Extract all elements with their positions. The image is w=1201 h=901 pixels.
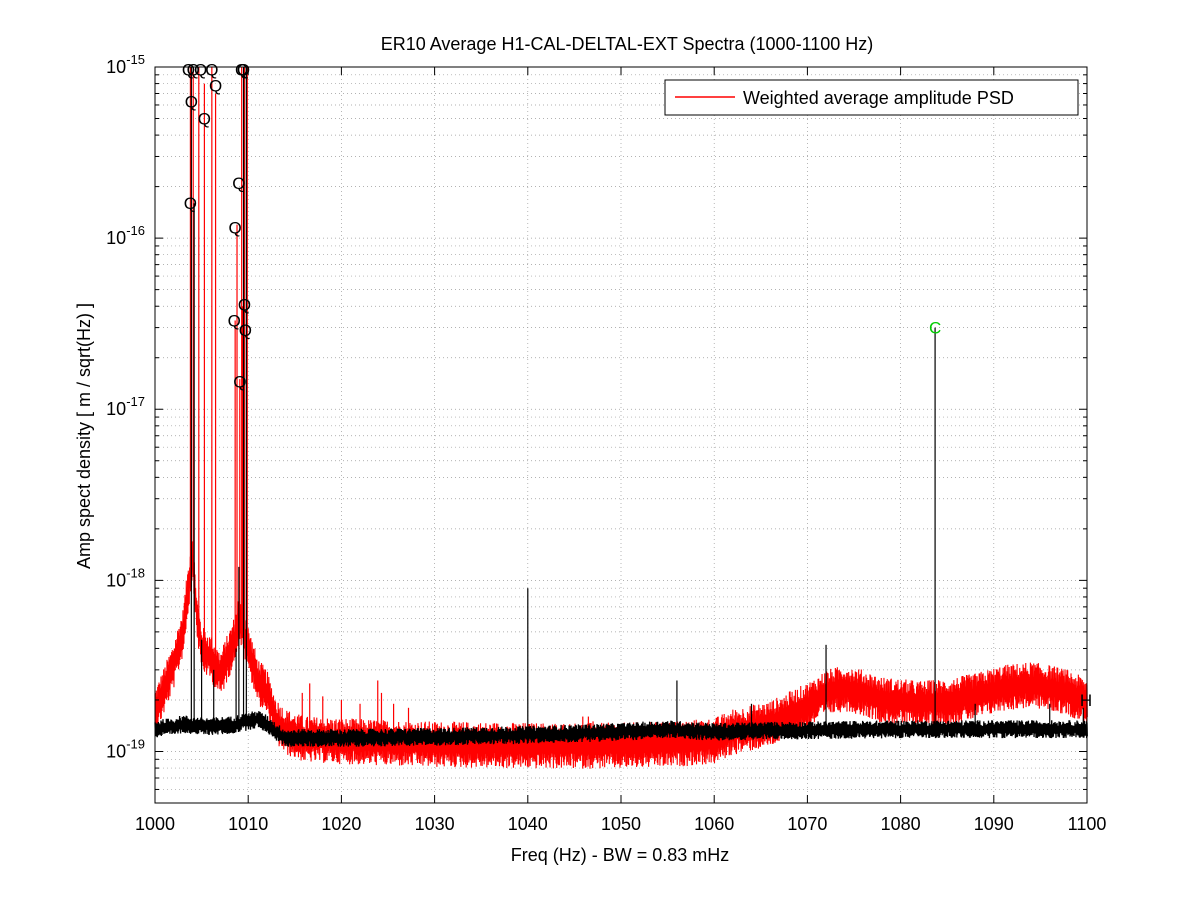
series-1 — [154, 67, 1088, 747]
y-tick-label: 10-17 — [106, 394, 145, 419]
x-tick-label: 1100 — [1068, 814, 1107, 834]
y-tick-exponent: -19 — [126, 736, 145, 751]
line-marker-q: Q — [233, 373, 246, 392]
y-tick-label: 10-19 — [106, 736, 145, 761]
x-tick-label: 1070 — [787, 814, 827, 834]
legend: Weighted average amplitude PSD — [664, 79, 1079, 116]
y-tick-exponent: -15 — [126, 52, 145, 67]
line-marker-q: Q — [229, 219, 242, 238]
x-tick-label: 1080 — [881, 814, 921, 834]
x-tick-label: 1010 — [228, 814, 268, 834]
y-tick-label: 10-18 — [106, 565, 145, 590]
chart-title: ER10 Average H1-CAL-DELTAL-EXT Spectra (… — [381, 34, 874, 54]
y-axis-label: Amp spect density [ m / sqrt(Hz) ] — [74, 303, 94, 569]
legend-entry-weighted-average: Weighted average amplitude PSD — [743, 88, 1014, 108]
x-tick-label: 1000 — [135, 814, 175, 834]
line-marker-q: Q — [205, 60, 218, 79]
y-tick-label: 10-16 — [106, 223, 145, 248]
y-tick-base: 10 — [106, 570, 126, 590]
y-tick-label: 10-15 — [106, 52, 145, 77]
y-tick-exponent: -18 — [126, 565, 145, 580]
x-tick-label: 1090 — [974, 814, 1014, 834]
line-marker-q: Q — [184, 194, 197, 213]
x-tick-label: 1050 — [601, 814, 641, 834]
line-marker-q: Q — [238, 295, 251, 314]
x-tick-label: 1020 — [321, 814, 361, 834]
line-marker-q: Q — [187, 60, 200, 79]
y-tick-base: 10 — [106, 57, 126, 77]
y-tick-base: 10 — [106, 741, 126, 761]
line-marker-q: Q — [185, 92, 198, 111]
series-0-trace — [154, 541, 1088, 769]
line-marker-q: Q — [228, 312, 241, 331]
tick-layer: 1000 1010 1020 1030 1040 1050 1060 1070 1080 1090… — [106, 52, 1106, 834]
y-tick-base: 10 — [106, 228, 126, 248]
line-marker-q: Q — [237, 60, 250, 79]
x-axis-label: Freq (Hz) - BW = 0.83 mHz — [511, 845, 730, 865]
series-layer — [154, 67, 1088, 769]
x-tick-label: 1040 — [508, 814, 548, 834]
x-tick-label: 1030 — [415, 814, 455, 834]
y-tick-exponent: -17 — [126, 394, 145, 409]
line-marker-q: Q — [235, 60, 248, 79]
line-marker-q: Q — [182, 60, 195, 79]
x-tick-label: 1060 — [694, 814, 734, 834]
series-0 — [154, 67, 1088, 769]
y-tick-exponent: -16 — [126, 223, 145, 238]
line-marker-q: Q — [239, 321, 252, 340]
y-tick-base: 10 — [106, 399, 126, 419]
line-marker-q: Q — [232, 174, 245, 193]
line-marker-q: Q — [194, 60, 207, 79]
line-marker-q: Q — [198, 110, 211, 129]
line-marker-q: Q — [209, 76, 222, 95]
series-1-floor — [280, 727, 1087, 740]
line-marker-c: C — [929, 319, 941, 338]
